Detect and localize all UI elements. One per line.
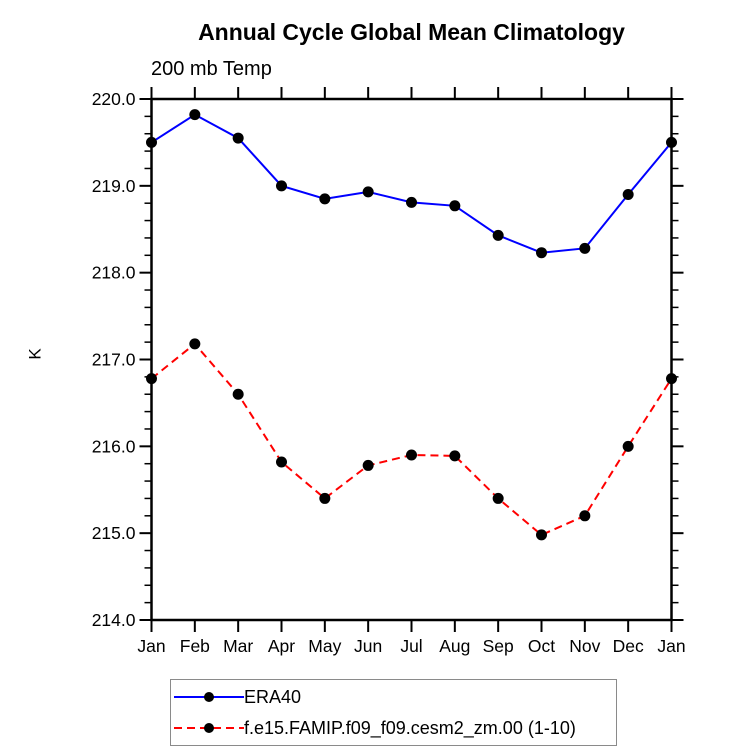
y-tick-label: 218.0 (92, 263, 136, 283)
data-point-marker (492, 229, 504, 241)
legend-sample-0 (174, 691, 244, 702)
x-tick-label: Apr (268, 636, 295, 656)
data-point-marker (189, 109, 201, 121)
data-point-marker (276, 180, 287, 192)
y-tick-label: 219.0 (92, 176, 136, 196)
x-tick-label: Jan (657, 636, 685, 656)
x-tick-label: Jul (400, 636, 422, 656)
y-tick-label: 216.0 (92, 436, 136, 456)
data-point-marker (622, 440, 634, 452)
data-point-marker (146, 136, 157, 148)
data-point-marker (362, 186, 374, 198)
data-point-marker (666, 136, 677, 148)
data-point-marker (579, 510, 591, 522)
data-point-marker (189, 338, 201, 350)
legend-item-model: f.e15.FAMIP.f09_f09.cesm2_zm.00 (1-10) (174, 713, 616, 743)
x-tick-label: Jan (137, 636, 165, 656)
data-point-marker (406, 449, 417, 461)
y-tick-label: 214.0 (92, 610, 136, 630)
data-point-marker (449, 450, 461, 462)
x-tick-label: Feb (180, 636, 210, 656)
x-tick-label: Oct (528, 636, 555, 656)
series-line (150, 113, 673, 254)
data-point-marker (406, 196, 417, 208)
data-point-marker (666, 373, 677, 385)
chart-subtitle: 200 mb Temp (151, 58, 272, 80)
data-point-marker (232, 132, 244, 144)
data-point-marker (536, 529, 547, 541)
chart-title: Annual Cycle Global Mean Climatology (198, 19, 625, 45)
data-point-marker (146, 373, 157, 385)
data-point-marker (449, 200, 461, 212)
x-tick-label: Jun (354, 636, 382, 656)
data-point-marker (536, 247, 547, 259)
data-point-marker (319, 193, 331, 205)
data-point-marker (276, 456, 287, 468)
y-tick-label: 215.0 (92, 523, 136, 543)
x-tick-label: Nov (569, 636, 600, 656)
x-tick-label: Dec (613, 636, 644, 656)
x-tick-label: Mar (223, 636, 253, 656)
y-tick-label: 220.0 (92, 89, 136, 109)
data-point-marker (579, 242, 591, 254)
legend: ERA40 f.e15.FAMIP.f09_f09.cesm2_zm.00 (1… (170, 679, 617, 746)
data-point-marker (622, 189, 634, 201)
legend-label-model: f.e15.FAMIP.f09_f09.cesm2_zm.00 (1-10) (244, 718, 576, 739)
x-tick-label: Sep (483, 636, 514, 656)
series-line (150, 342, 673, 537)
data-point-marker (362, 459, 374, 471)
y-tick-label: 217.0 (92, 350, 136, 370)
data-point-marker (319, 492, 331, 504)
legend-sample-1 (174, 723, 244, 734)
x-tick-label: May (308, 636, 341, 656)
data-point-marker (492, 492, 504, 504)
data-point-marker (232, 388, 244, 400)
x-tick-label: Aug (439, 636, 470, 656)
legend-label-era40: ERA40 (244, 686, 302, 707)
legend-item-era40: ERA40 (174, 682, 616, 712)
